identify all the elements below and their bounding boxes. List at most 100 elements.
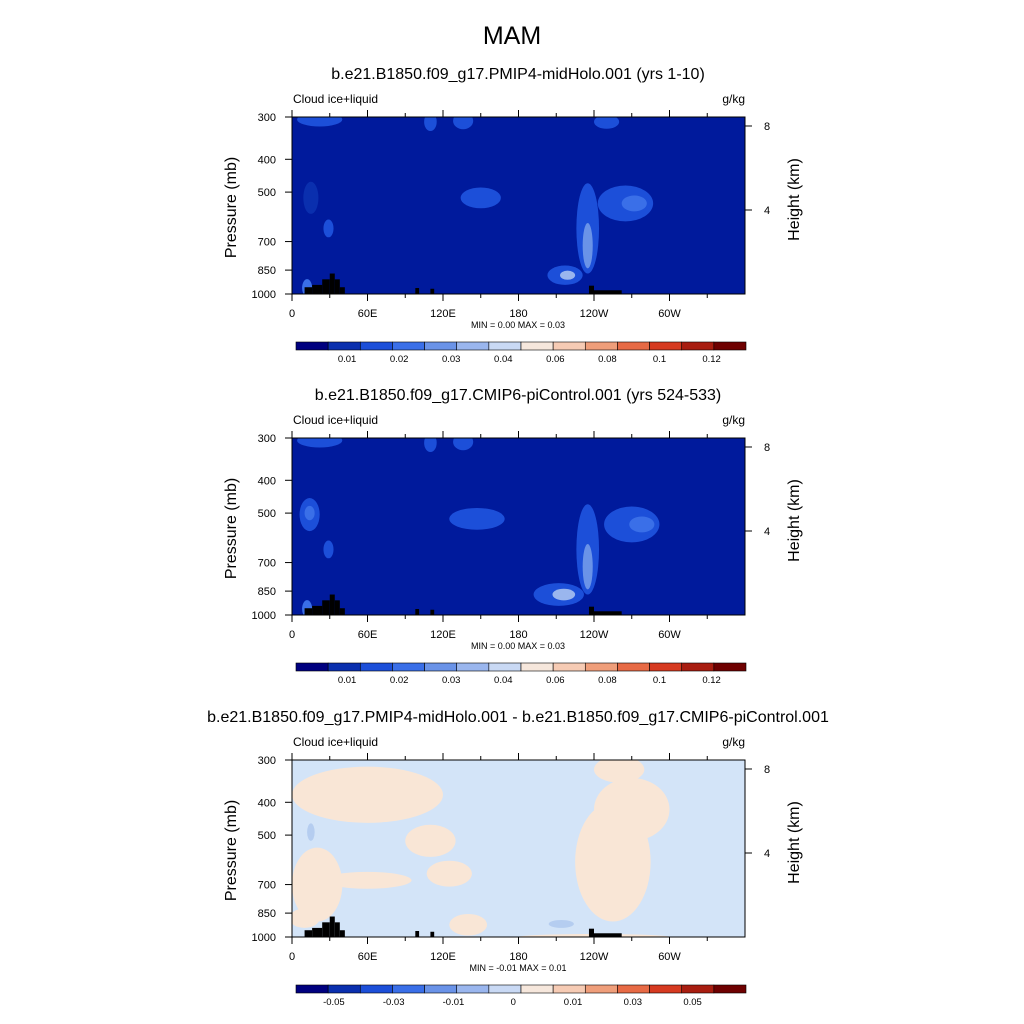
contour-blob xyxy=(629,516,655,533)
topography-mask xyxy=(329,916,335,937)
panel-1: b.e21.B1850.f09_g17.PMIP4-midHolo.001 (y… xyxy=(223,66,803,365)
colorbar-box xyxy=(617,984,650,994)
colorbar-label: 0.08 xyxy=(598,675,617,686)
colorbar-label: 0.12 xyxy=(702,354,721,365)
colorbar-box xyxy=(359,662,393,672)
min-max-stats: MIN = 0.00 MAX = 0.03 xyxy=(471,641,565,651)
colorbar-label: 0.05 xyxy=(683,997,702,1008)
colorbar-box xyxy=(617,662,650,672)
y2-tick-label: 8 xyxy=(764,764,770,776)
colorbar-box xyxy=(681,341,715,351)
x-tick-label: 60E xyxy=(358,308,378,320)
topography-mask xyxy=(430,609,435,615)
panel-title: b.e21.B1850.f09_g17.PMIP4-midHolo.001 (y… xyxy=(331,66,705,83)
y-tick-label: 1000 xyxy=(252,932,276,944)
contour-field xyxy=(292,117,745,294)
contour-blob xyxy=(453,117,474,130)
colorbar-box xyxy=(327,341,361,351)
colorbar-label: 0.1 xyxy=(653,675,666,686)
panel-title: b.e21.B1850.f09_g17.PMIP4-midHolo.001 - … xyxy=(207,709,829,726)
contour-blob xyxy=(323,871,412,889)
contour-blob xyxy=(424,117,437,132)
x-tick-label: 0 xyxy=(289,629,295,641)
variable-label: Cloud ice+liquid xyxy=(293,413,378,427)
colorbar-label: 0 xyxy=(511,997,516,1008)
topography-mask xyxy=(304,608,313,615)
contour-blob xyxy=(449,913,488,936)
colorbar-box xyxy=(295,341,329,351)
topography-mask xyxy=(304,287,313,294)
colorbar-box xyxy=(327,662,361,672)
colorbar-label: 0.03 xyxy=(624,997,643,1008)
contour-blob xyxy=(292,908,320,928)
contour-blob xyxy=(582,223,593,269)
colorbar-box xyxy=(552,341,586,351)
x-tick-label: 60W xyxy=(658,629,681,641)
colorbar-box xyxy=(488,341,522,351)
topography-mask xyxy=(322,279,330,294)
contour-blob xyxy=(297,438,343,448)
colorbar-label: 0.06 xyxy=(546,354,565,365)
topography-mask xyxy=(329,594,335,615)
contour-blob xyxy=(292,847,343,922)
y-tick-label: 400 xyxy=(258,154,276,166)
colorbar-box xyxy=(520,662,554,672)
figure-title: MAM xyxy=(483,22,541,50)
topography-mask xyxy=(339,930,345,937)
y-tick-label: 700 xyxy=(258,880,276,892)
variable-label: Cloud ice+liquid xyxy=(293,735,378,749)
min-max-stats: MIN = 0.00 MAX = 0.03 xyxy=(471,320,565,330)
contour-field xyxy=(292,760,745,937)
colorbar-box xyxy=(359,341,393,351)
colorbar-box xyxy=(584,341,618,351)
x-tick-label: 120W xyxy=(580,308,609,320)
contour-blob xyxy=(424,438,437,453)
x-tick-label: 120W xyxy=(580,951,609,963)
colorbar-box xyxy=(552,662,586,672)
colorbar-label: 0.03 xyxy=(442,354,461,365)
contour-blob xyxy=(453,438,474,451)
topography-mask xyxy=(594,933,622,937)
y-tick-label: 400 xyxy=(258,475,276,487)
colorbar-label: 0.12 xyxy=(702,675,721,686)
panel-2: b.e21.B1850.f09_g17.CMIP6-piControl.001 … xyxy=(223,387,803,686)
units-label: g/kg xyxy=(722,92,745,106)
contour-blob xyxy=(621,195,647,212)
colorbar-box xyxy=(295,984,329,994)
topography-mask xyxy=(430,288,435,294)
topography-mask xyxy=(312,284,323,294)
colorbar-label: 0.03 xyxy=(442,675,461,686)
y-tick-label: 850 xyxy=(258,265,276,277)
units-label: g/kg xyxy=(722,413,745,427)
contour-blob xyxy=(303,181,319,214)
y-tick-label: 700 xyxy=(258,237,276,249)
units-label: g/kg xyxy=(722,735,745,749)
colorbar-box xyxy=(488,662,522,672)
topography-mask xyxy=(312,605,323,615)
y-tick-label: 1000 xyxy=(252,289,276,301)
topography-mask xyxy=(304,930,313,937)
colorbar-box xyxy=(424,341,458,351)
topography-mask xyxy=(588,285,594,294)
topography-mask xyxy=(322,600,330,615)
y2-axis-title: Height (km) xyxy=(786,801,803,884)
contour-blob xyxy=(548,919,574,928)
x-tick-label: 180 xyxy=(509,629,527,641)
colorbar-label: 0.04 xyxy=(494,354,513,365)
y2-tick-label: 4 xyxy=(764,526,770,538)
colorbar-box xyxy=(392,662,425,672)
colorbar-box xyxy=(424,662,458,672)
y-tick-label: 850 xyxy=(258,908,276,920)
contour-blob xyxy=(582,544,593,590)
y-tick-label: 500 xyxy=(258,830,276,842)
colorbar-label: 0.01 xyxy=(338,675,357,686)
contour-blob xyxy=(405,824,456,857)
topography-mask xyxy=(430,931,435,937)
panel-title: b.e21.B1850.f09_g17.CMIP6-piControl.001 … xyxy=(315,387,721,404)
colorbar-box xyxy=(359,984,393,994)
y-tick-label: 1000 xyxy=(252,610,276,622)
y2-axis-title: Height (km) xyxy=(786,479,803,562)
contour-blob xyxy=(297,117,343,127)
colorbar-label: 0.1 xyxy=(653,354,666,365)
